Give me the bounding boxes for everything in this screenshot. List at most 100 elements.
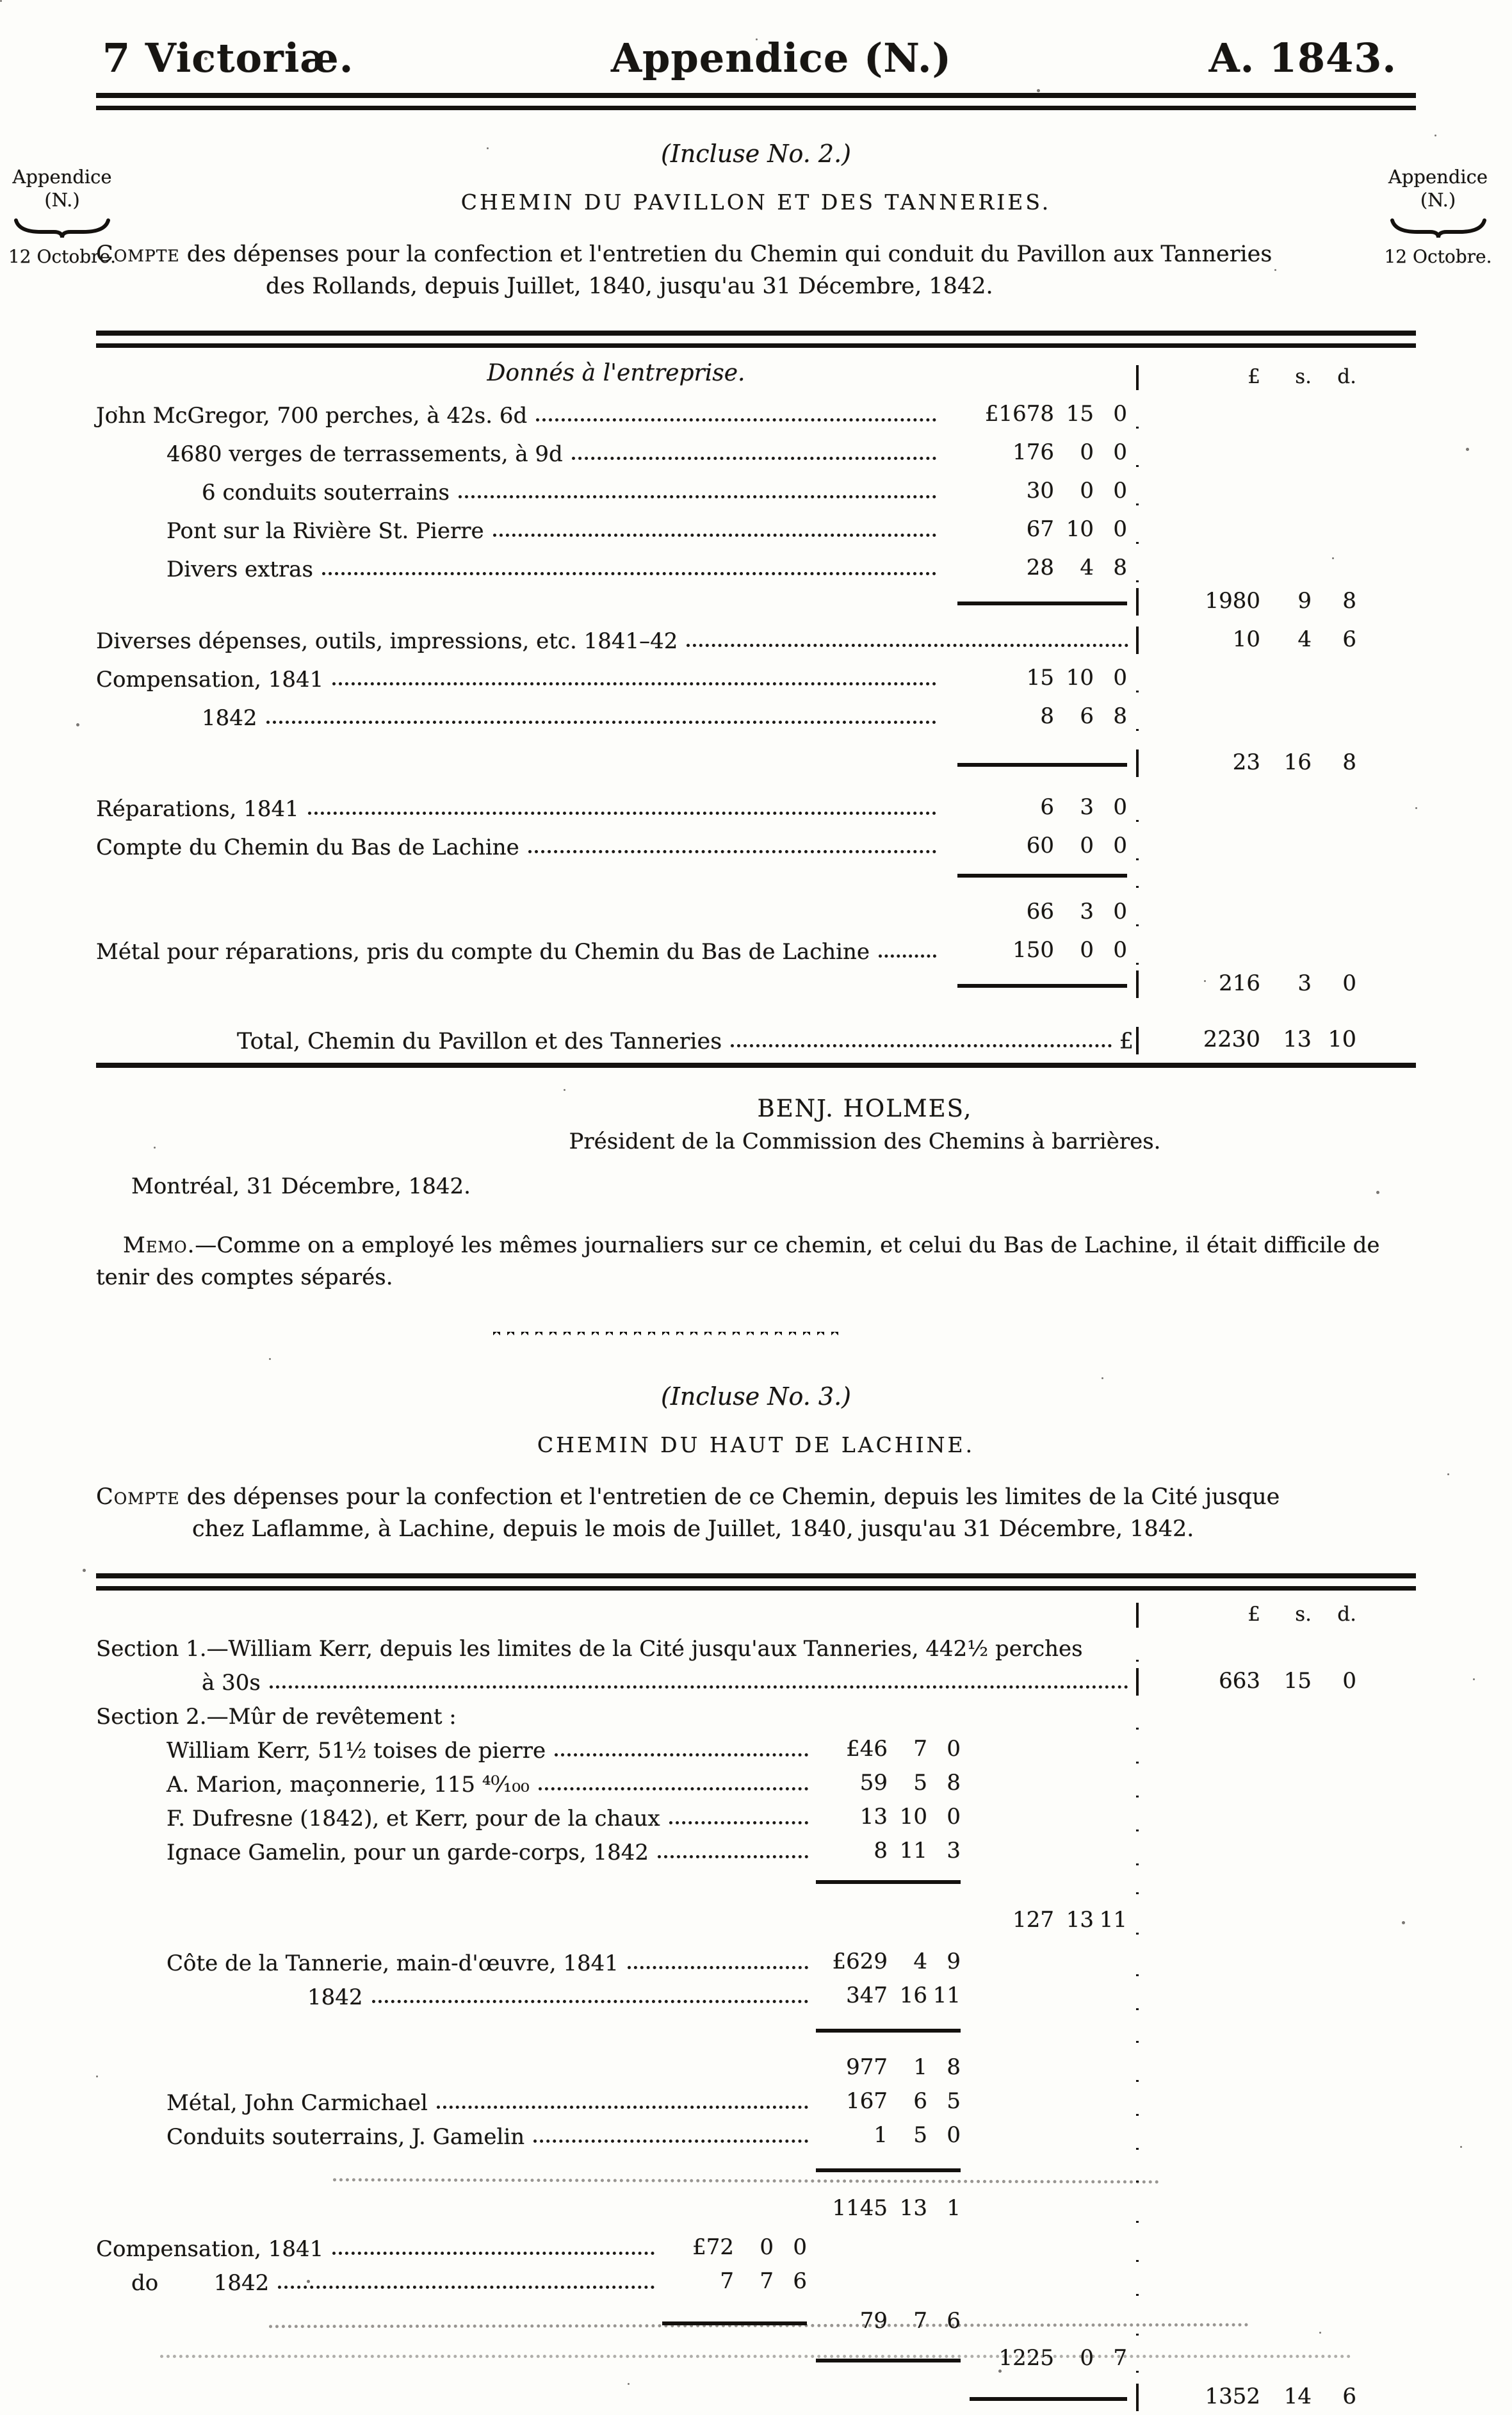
table-row: 1145 13 1 — [96, 2191, 1416, 2225]
memo-text: —Comme on a employé les mêmes journalier… — [96, 1232, 1380, 1290]
amount: 10 4 6 — [1158, 626, 1356, 652]
table-row: 127 13 11 — [96, 1903, 1416, 1936]
amount-cell-t — [1136, 2181, 1416, 2183]
desc-cell: 1842 — [96, 1985, 816, 2010]
pavillon-heading: CHEMIN DU PAVILLON ET DES TANNERIES. — [460, 190, 1052, 215]
desc-cell: Section 2.—Mûr de revêtement : — [96, 1704, 1136, 1730]
amount-s: 6 — [1080, 703, 1094, 730]
amount-l: 59 — [859, 1770, 888, 1796]
desc-cell: Divers extras — [96, 557, 944, 582]
margin-note-left: Appendice (N.) 12 Octobre. — [1, 165, 123, 268]
amount: 8 11 3 — [792, 1838, 961, 1863]
amount-d: 0 — [1113, 833, 1127, 859]
amount: £629 4 9 — [792, 1949, 961, 1974]
amount: 1145 13 1 — [792, 2195, 961, 2221]
amount-cell-t — [1136, 580, 1416, 583]
dot-leader — [458, 495, 936, 499]
amount-s: 0 — [760, 2234, 774, 2261]
signature-name: BENJ. HOLMES, — [757, 1095, 973, 1123]
desc-cell: à 30s — [96, 1670, 1136, 1696]
amount-s: 10 — [1066, 516, 1094, 543]
amount-cell-t — [1136, 2294, 1416, 2296]
row-label: William Kerr, 51½ toises de pierre — [167, 1738, 546, 1764]
pence-header: d. — [1337, 1603, 1356, 1626]
amount: £46 7 0 — [792, 1736, 961, 1762]
dot-leader — [536, 418, 936, 422]
amount-cell-a: £72 0 0 — [662, 2234, 816, 2262]
table-rows: John McGregor, 700 perches, à 42s. 6d £16… — [96, 392, 1416, 1056]
amount-d: 0 — [1342, 970, 1356, 997]
desc-cell: Compensation, 1841 — [96, 667, 944, 692]
amount-l: 6 — [1040, 794, 1054, 821]
table-row: Compte du Chemin du Bas de Lachine 60 0 0 — [96, 824, 1416, 862]
amount-cell-c — [970, 1796, 1136, 1797]
amount-s: 15 — [1066, 401, 1094, 427]
amount-cell-a — [944, 980, 1136, 998]
amount-l: 1225 — [998, 2345, 1054, 2371]
amount-cell-t — [1136, 2371, 1416, 2373]
amount-s: 3 — [1080, 899, 1094, 925]
sum-rule — [970, 2397, 1127, 2402]
amount: £72 0 0 — [638, 2234, 807, 2260]
pounds-header: £ — [1248, 365, 1260, 389]
amount-d: 9 — [947, 1949, 961, 1975]
amount-cell-c: 127 13 11 — [970, 1907, 1136, 1935]
intro-lead: Compte — [96, 1484, 180, 1510]
amount: 663 15 0 — [1158, 1668, 1356, 1694]
amount-cell-a: 28 4 8 — [944, 555, 1136, 582]
margin-n-label: (N.) — [44, 189, 80, 211]
amount-cell-t — [1136, 820, 1416, 823]
amount-s: 7 — [913, 2308, 927, 2334]
amount: 1225 0 7 — [958, 2345, 1127, 2371]
table-row: Compensation, 1841 £72 0 0 — [96, 2230, 1416, 2264]
intro-line2: des Rollands, depuis Juillet, 1840, jusq… — [266, 273, 993, 299]
amount-cell-t — [1136, 2148, 1416, 2150]
amount-cell-a: 60 0 0 — [944, 833, 1136, 860]
amount-cell-a: 15 10 0 — [944, 665, 1136, 692]
table-row: 4680 verges de terrassements, à 9d 176 0 0 — [96, 430, 1416, 469]
signature-title: Président de la Commission des Chemins à… — [569, 1129, 1161, 1155]
table-row — [96, 2024, 1416, 2045]
sum-rule — [662, 2321, 807, 2326]
desc-cell: A. Marion, maçonnerie, 115 ⁴⁰⁄₁₀₀ — [96, 1772, 816, 1797]
amount-l: 13 — [859, 1804, 888, 1830]
table-row: Métal, John Carmichael 167 6 5 — [96, 2084, 1416, 2118]
amount-cell-t — [1136, 2114, 1416, 2116]
amount-cell-t — [1136, 427, 1416, 429]
amount-cell-a — [662, 2318, 816, 2336]
amount-d: 0 — [947, 2122, 961, 2149]
margin-appendice-label: Appendice — [1388, 166, 1488, 188]
amount-cell-t — [1136, 963, 1416, 965]
amount-l: 1145 — [832, 2195, 888, 2222]
table-row: A. Marion, maçonnerie, 115 ⁴⁰⁄₁₀₀ 59 5 8 — [96, 1765, 1416, 1799]
amount-l: 30 — [1026, 478, 1054, 504]
row-label: 4680 verges de terrassements, à 9d — [167, 441, 563, 468]
amount-s: 0 — [1080, 937, 1094, 963]
table-row: 1980 9 8 — [96, 588, 1416, 618]
amount-s: 0 — [1080, 833, 1094, 859]
amount-cell-b: 8 11 3 — [816, 1838, 970, 1865]
amount-cell-t: 1980 9 8 — [1136, 588, 1416, 616]
amount-d: 0 — [1113, 478, 1127, 504]
amount-cell-a: 30 0 0 — [944, 478, 1136, 505]
amount-cell-c — [970, 1974, 1136, 1976]
desc-cell: 1842 — [96, 705, 944, 731]
table-row: Pont sur la Rivière St. Pierre 67 10 0 — [96, 507, 1416, 546]
amount-d: 1 — [947, 2195, 961, 2222]
amount-s: 7 — [913, 1736, 927, 1762]
amount-s: 5 — [913, 1770, 927, 1796]
amount-cell-t — [1136, 1728, 1416, 1730]
sum-rule — [816, 2168, 961, 2173]
amount: 977 1 8 — [792, 2054, 961, 2080]
amount-cell-a — [944, 598, 1136, 616]
dateline: Montréal, 31 Décembre, 1842. — [131, 1174, 471, 1200]
sum-rule — [957, 602, 1127, 606]
row-label: Pont sur la Rivière St. Pierre — [167, 518, 484, 544]
amount-s: 4 — [913, 1949, 927, 1975]
amount-cell-t: 1352 14 6 — [1136, 2384, 1416, 2412]
amount-cell-t — [1136, 729, 1416, 732]
table-rows: Section 1.—William Kerr, depuis les limi… — [96, 1630, 1416, 2415]
